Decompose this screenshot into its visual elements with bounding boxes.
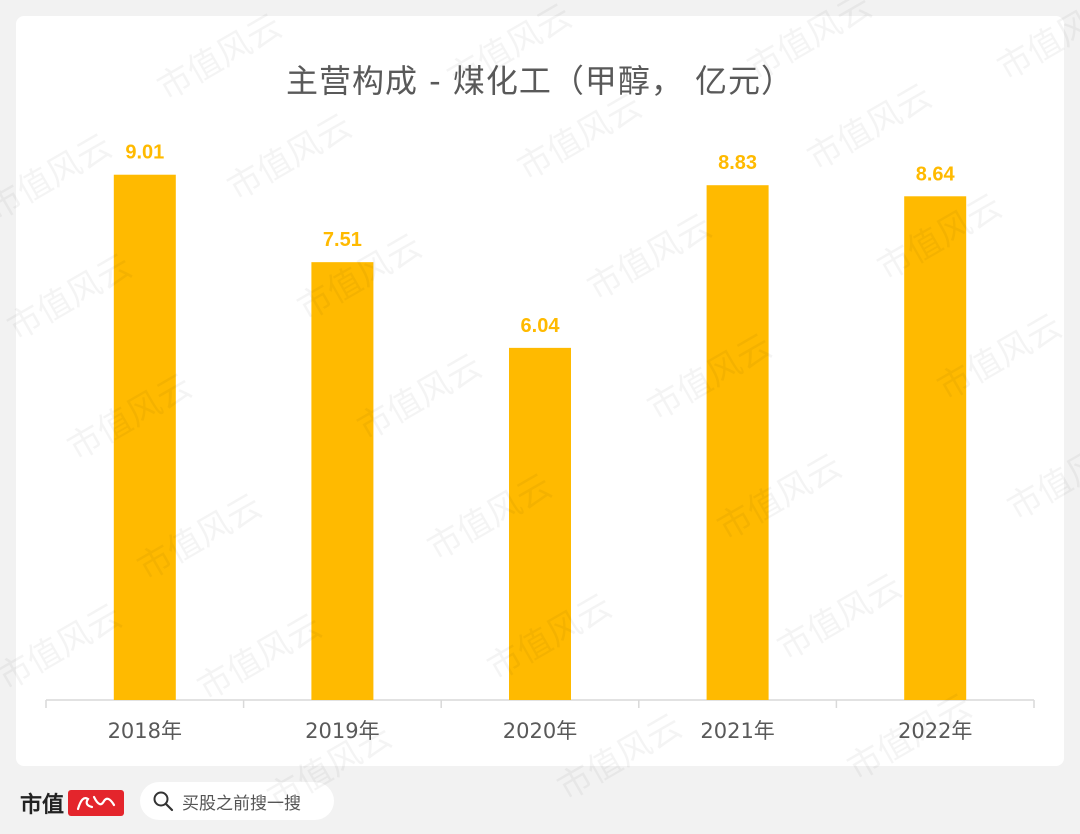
- bar-2019年: [311, 262, 374, 700]
- footer-bar: 市值 买股之前搜一搜: [0, 770, 1080, 834]
- x-tick-label: 2020年: [503, 719, 577, 743]
- data-label: 8.64: [916, 163, 956, 185]
- brand-name: 市值: [20, 792, 65, 818]
- search-placeholder: 买股之前搜一搜: [182, 793, 301, 814]
- chart-card: 主营构成 - 煤化工（甲醇， 亿元） 9.01 2018年 7.51 2019年 6.0…: [16, 16, 1064, 766]
- bar-2020年: [509, 347, 571, 700]
- data-label: 7.51: [323, 229, 362, 251]
- x-tick-label: 2018年: [108, 719, 182, 743]
- bar-chart: 9.01 2018年 7.51 2019年 6.04 2020年 8.83 2021年 8.64…: [45, 142, 1035, 743]
- data-label: 9.01: [125, 142, 164, 164]
- data-label: 6.04: [521, 315, 561, 337]
- brand-mark-icon: [68, 790, 125, 816]
- bar-2018年: [113, 174, 176, 701]
- x-tick-label: 2022年: [898, 719, 972, 743]
- search-icon: [153, 791, 174, 812]
- x-tick-label: 2021年: [700, 719, 774, 743]
- search-box[interactable]: 买股之前搜一搜: [140, 782, 334, 820]
- bar-2021年: [706, 185, 769, 700]
- bar-2022年: [904, 196, 967, 700]
- brand-logo[interactable]: 市值: [20, 788, 125, 818]
- data-label: 8.83: [718, 152, 757, 174]
- x-tick-label: 2019年: [305, 719, 379, 743]
- chart-title: 主营构成 - 煤化工（甲醇， 亿元）: [285, 62, 795, 100]
